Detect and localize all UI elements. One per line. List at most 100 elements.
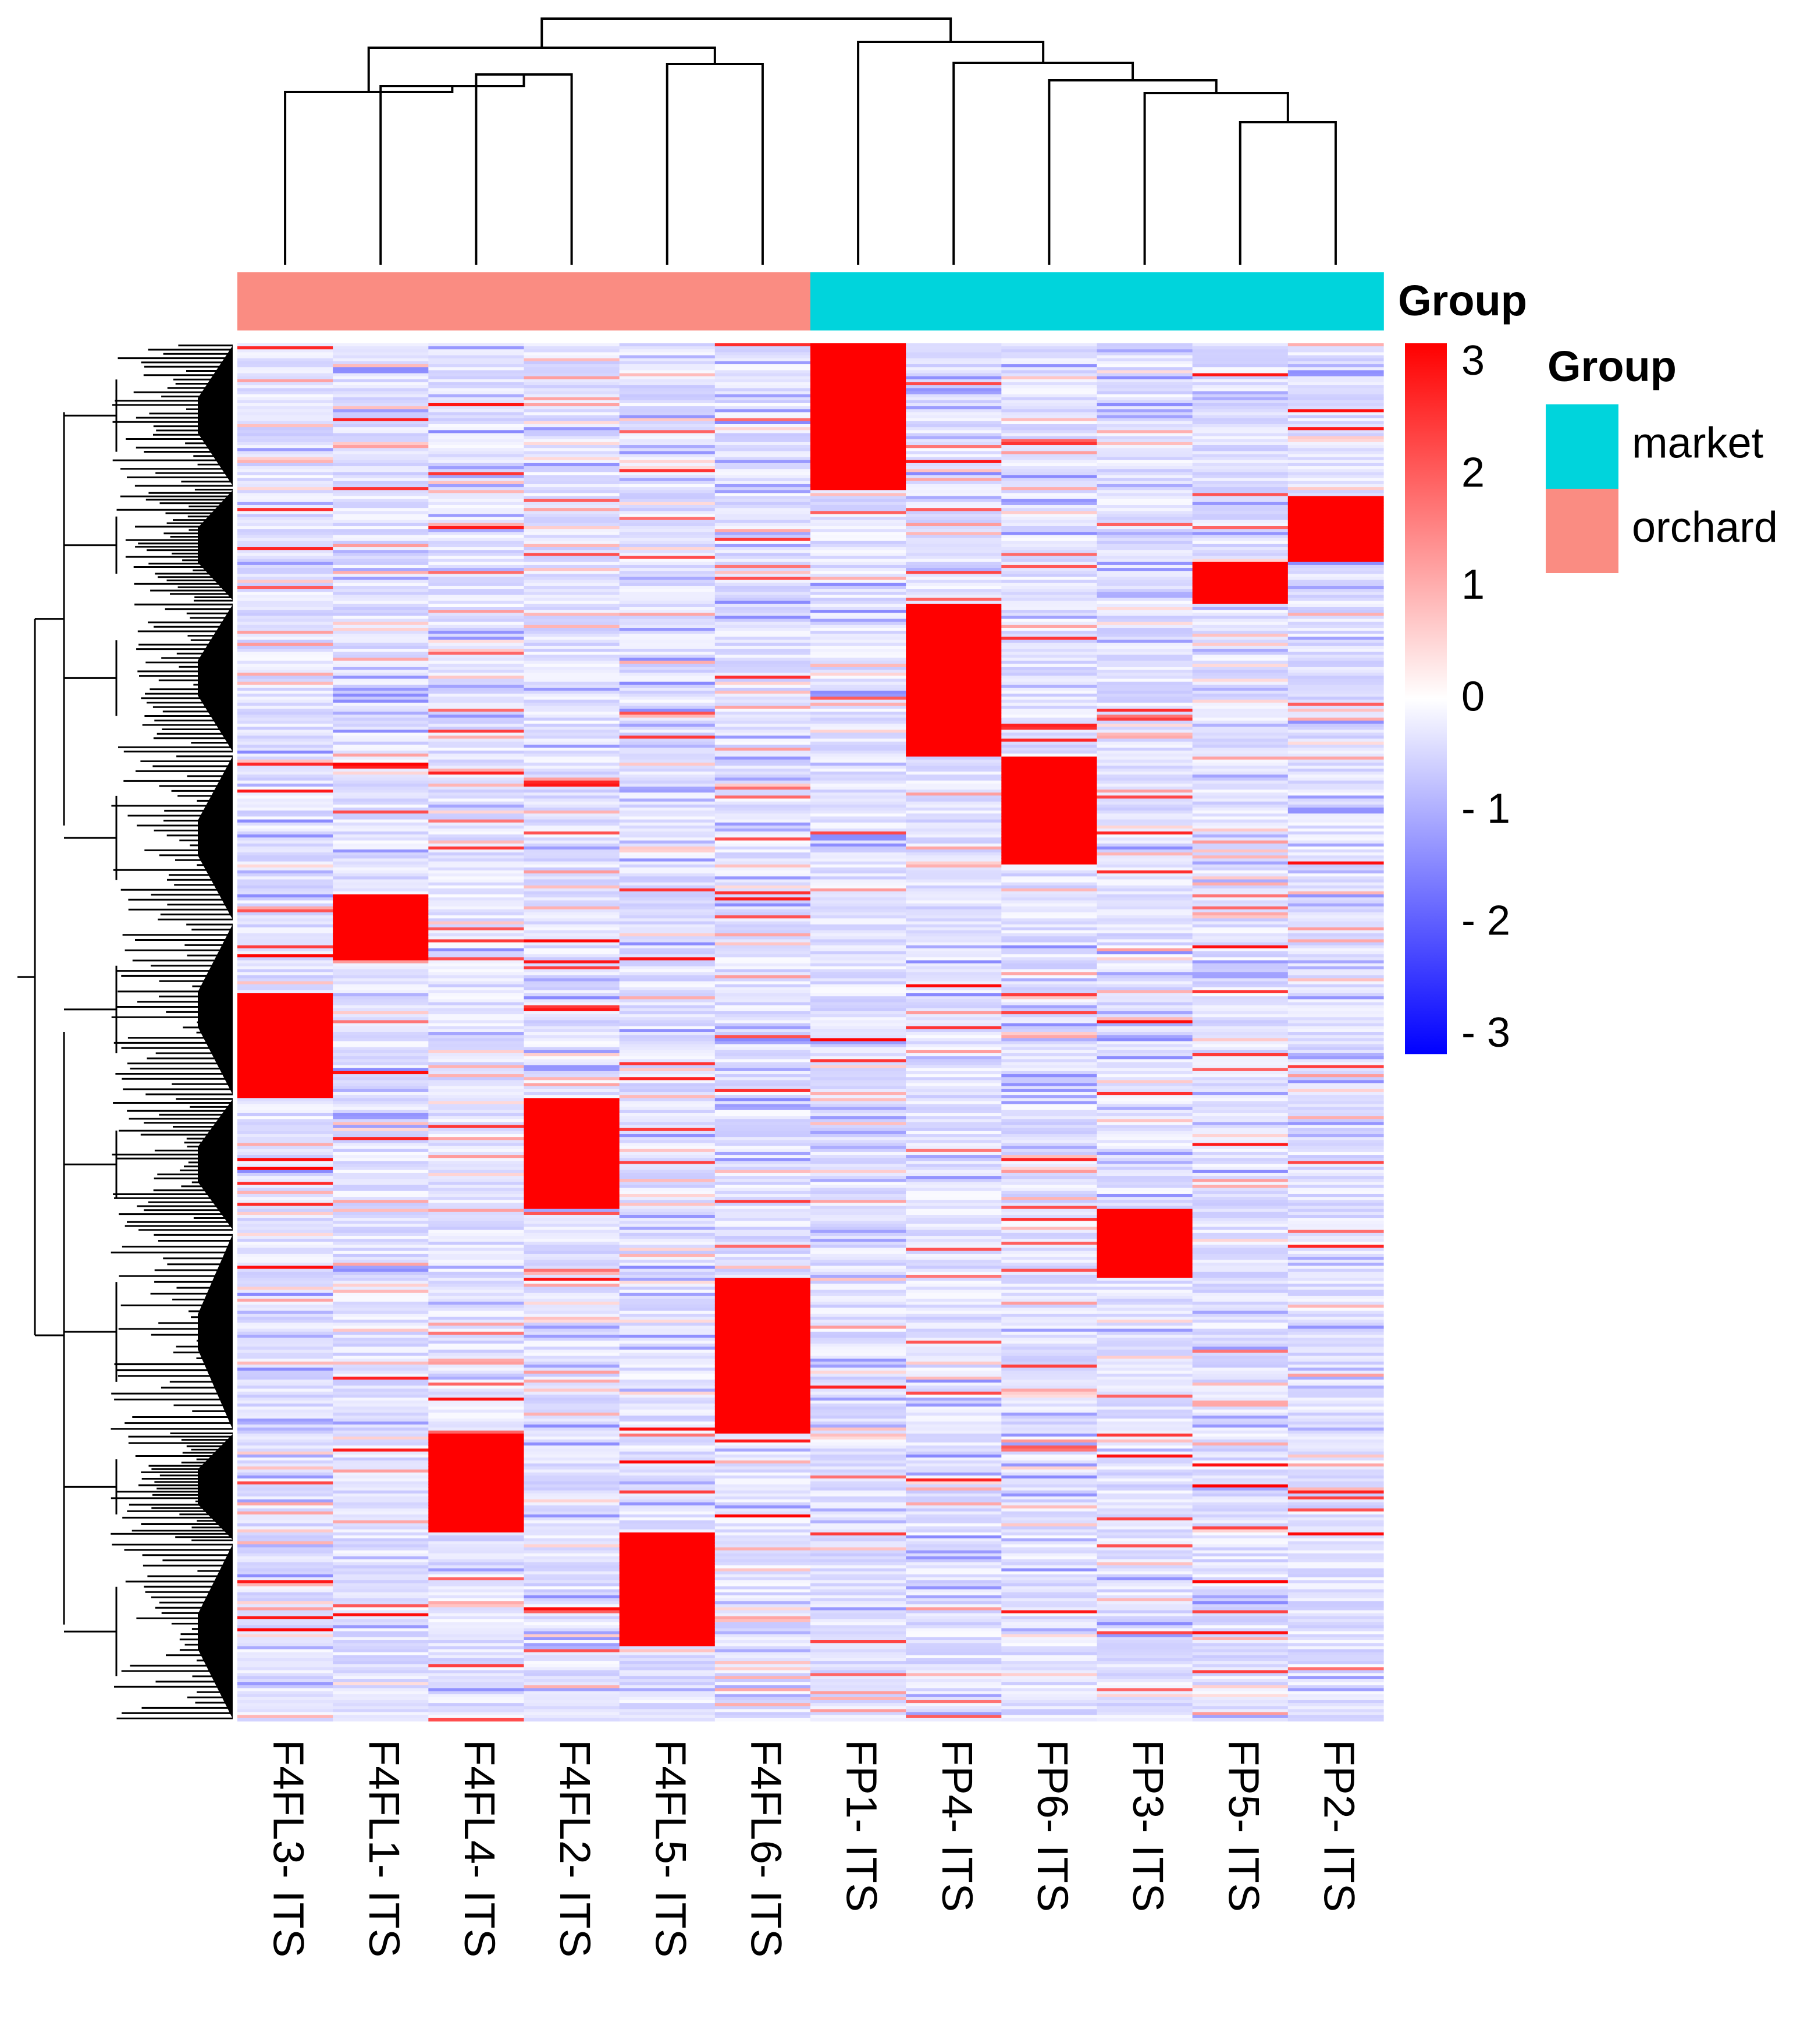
heatmap-cell [333, 1619, 429, 1623]
heatmap-cell [1001, 885, 1098, 889]
heatmap-cell [1097, 1403, 1193, 1407]
heatmap-cell [333, 1523, 429, 1527]
heatmap-cell [714, 1193, 811, 1197]
heatmap-cell [1097, 660, 1193, 664]
heatmap-cell [714, 1149, 811, 1153]
heatmap-cell [714, 642, 811, 646]
heatmap-cell [619, 717, 716, 721]
heatmap-cell [714, 756, 811, 760]
heatmap-cell [1192, 394, 1289, 398]
heatmap-cell [524, 960, 620, 964]
heatmap-cell [714, 1310, 811, 1314]
heatmap-cell [237, 1050, 333, 1054]
heatmap-cell [524, 1185, 620, 1189]
heatmap-cell [714, 738, 811, 742]
heatmap-cell [524, 547, 620, 550]
heatmap-cell [1097, 819, 1193, 823]
heatmap-cell [428, 1370, 525, 1374]
heatmap-cell [1192, 379, 1289, 383]
heatmap-cell [1001, 942, 1098, 946]
heatmap-cell [906, 1556, 1002, 1560]
heatmap-cell [1001, 1568, 1098, 1572]
heatmap-cell [333, 945, 429, 949]
heatmap-cell [810, 751, 906, 754]
heatmap-cell [619, 1011, 716, 1015]
heatmap-cell [810, 1110, 906, 1114]
heatmap-cell [619, 1499, 716, 1503]
heatmap-cell [714, 891, 811, 895]
heatmap-cell [524, 1062, 620, 1066]
heatmap-cell [810, 930, 906, 934]
heatmap-cell [619, 577, 716, 581]
heatmap-cell [333, 1250, 429, 1254]
heatmap-cell [810, 972, 906, 976]
heatmap-cell [1001, 822, 1098, 826]
heatmap-cell [619, 1274, 716, 1278]
heatmap-cell [428, 1586, 525, 1590]
heatmap-cell [428, 1718, 525, 1722]
heatmap-cell [906, 1044, 1002, 1048]
heatmap-cell [810, 616, 906, 620]
heatmap-cell [714, 349, 811, 353]
heatmap-cell [1001, 1385, 1098, 1389]
heatmap-cell [333, 1242, 429, 1246]
heatmap-cell [714, 364, 811, 368]
heatmap-cell [524, 1589, 620, 1593]
heatmap-cell [524, 840, 620, 844]
heatmap-cell [237, 876, 333, 880]
heatmap-cell [1001, 1496, 1098, 1500]
heatmap-cell [1001, 676, 1098, 680]
heatmap-cell [1097, 1646, 1193, 1650]
heatmap-cell [428, 1172, 525, 1176]
heatmap-cell [714, 999, 811, 1003]
heatmap-cell [333, 1562, 429, 1566]
heatmap-cell [810, 448, 906, 452]
heatmap-cell [1097, 772, 1193, 775]
heatmap-cell [1001, 723, 1098, 727]
heatmap-cell [237, 430, 333, 434]
heatmap-cell [1001, 1250, 1098, 1254]
heatmap-cell [1097, 1433, 1193, 1437]
heatmap-cell [428, 1661, 525, 1665]
heatmap-cell [333, 684, 429, 688]
heatmap-cell [333, 439, 429, 443]
heatmap-cell [333, 1637, 429, 1641]
heatmap-cell [1097, 1655, 1193, 1659]
heatmap-cell [714, 1709, 811, 1713]
heatmap-cell [1001, 1086, 1098, 1090]
heatmap-cell [714, 1433, 811, 1437]
heatmap-cell [1001, 981, 1098, 985]
heatmap-cell [333, 448, 429, 452]
heatmap-cell [428, 1427, 525, 1431]
heatmap-cell [333, 1131, 429, 1135]
heatmap-cell [428, 1364, 525, 1368]
heatmap-cell [237, 621, 333, 625]
heatmap-cell [237, 1292, 333, 1296]
heatmap-cell [1097, 1715, 1193, 1719]
heatmap-cell [1097, 448, 1193, 452]
heatmap-cell [619, 418, 716, 422]
heatmap-cell [810, 1172, 906, 1176]
heatmap-cell [906, 1149, 1002, 1153]
heatmap-cell [1097, 1331, 1193, 1335]
heatmap-cell [810, 649, 906, 652]
heatmap-cell [333, 1709, 429, 1713]
heatmap-cell [237, 603, 333, 607]
heatmap-cell [237, 987, 333, 991]
heatmap-cell [619, 1466, 716, 1470]
heatmap-cell [333, 1289, 429, 1293]
heatmap-cell [619, 361, 716, 365]
heatmap-cell [333, 1296, 429, 1299]
heatmap-cell [1097, 1613, 1193, 1617]
heatmap-cell [524, 684, 620, 688]
heatmap-cell [619, 1619, 716, 1623]
heatmap-cell [237, 678, 333, 682]
heatmap-cell [237, 1206, 333, 1210]
heatmap-cell [1001, 1059, 1098, 1063]
heatmap-cell [810, 876, 906, 880]
heatmap-cell [619, 1289, 716, 1293]
heatmap-cell [237, 915, 333, 919]
heatmap-cell [1001, 1229, 1098, 1233]
heatmap-cell [810, 1151, 906, 1156]
heatmap-cell [619, 598, 716, 602]
